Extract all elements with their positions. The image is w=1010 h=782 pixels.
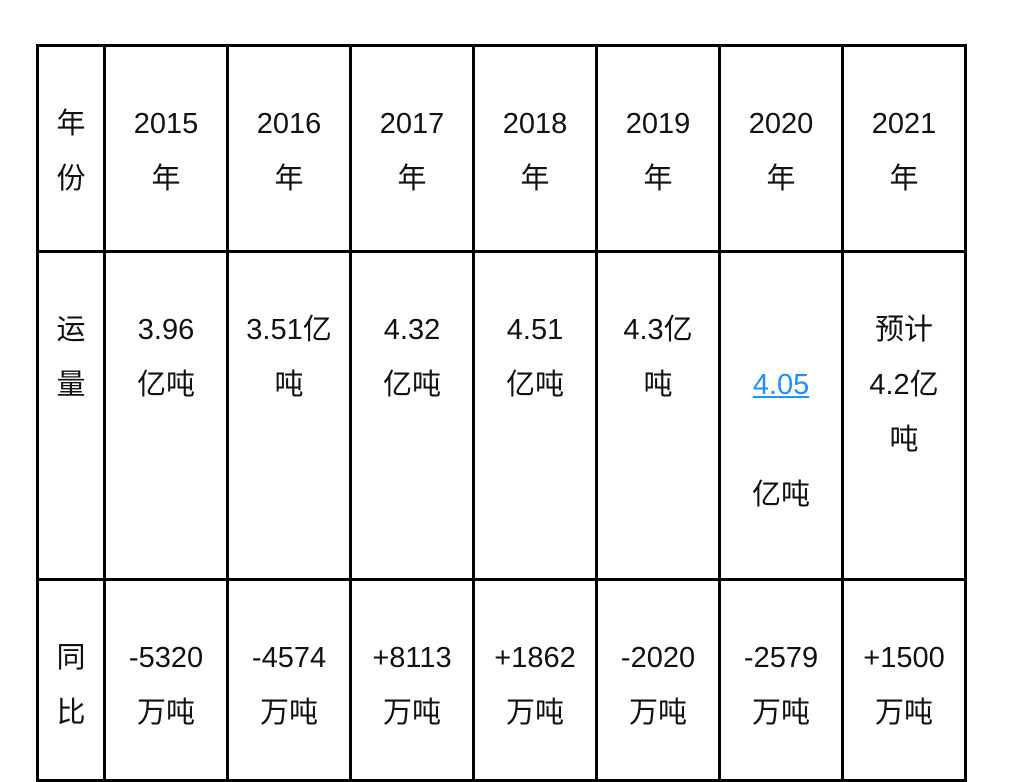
freight-table-container: 年 份 2015 年 2016 年 2017 年 2018 年 2019 年 2… bbox=[36, 44, 967, 782]
freight-volume-table: 年 份 2015 年 2016 年 2017 年 2018 年 2019 年 2… bbox=[36, 44, 967, 782]
cell-volume-2017: 4.32 亿吨 bbox=[349, 250, 475, 581]
cell-yoy-2021: +1500 万吨 bbox=[841, 578, 967, 782]
cell-yoy-2017: +8113 万吨 bbox=[349, 578, 475, 782]
volume-2020-link[interactable]: 4.05 bbox=[752, 369, 810, 401]
cell-volume-2020: 4.05 亿吨 bbox=[718, 250, 844, 581]
cell-yoy-2020: -2579 万吨 bbox=[718, 578, 844, 782]
cell-volume-2015: 3.96 亿吨 bbox=[103, 250, 229, 581]
cell-year-2015: 2015 年 bbox=[103, 44, 229, 253]
cell-yoy-2016: -4574 万吨 bbox=[226, 578, 352, 782]
cell-year-2018: 2018 年 bbox=[472, 44, 598, 253]
row-header-volume: 运 量 bbox=[36, 250, 106, 581]
cell-year-2021: 2021 年 bbox=[841, 44, 967, 253]
cell-volume-2019: 4.3亿 吨 bbox=[595, 250, 721, 581]
cell-yoy-2018: +1862 万吨 bbox=[472, 578, 598, 782]
cell-volume-2021: 预计 4.2亿 吨 bbox=[841, 250, 967, 581]
cell-year-2016: 2016 年 bbox=[226, 44, 352, 253]
row-header-year: 年 份 bbox=[36, 44, 106, 253]
cell-yoy-2015: -5320 万吨 bbox=[103, 578, 229, 782]
cell-year-2017: 2017 年 bbox=[349, 44, 475, 253]
volume-2020-unit: 亿吨 bbox=[751, 479, 810, 511]
cell-volume-2018: 4.51 亿吨 bbox=[472, 250, 598, 581]
table-row-yoy: 同 比 -5320 万吨 -4574 万吨 +8113 万吨 +1862 万吨 … bbox=[36, 578, 967, 782]
cell-yoy-2019: -2020 万吨 bbox=[595, 578, 721, 782]
table-row-volume: 运 量 3.96 亿吨 3.51亿 吨 4.32 亿吨 4.51 亿吨 4.3亿… bbox=[36, 250, 967, 581]
cell-year-2020: 2020 年 bbox=[718, 44, 844, 253]
cell-volume-2016: 3.51亿 吨 bbox=[226, 250, 352, 581]
cell-year-2019: 2019 年 bbox=[595, 44, 721, 253]
row-header-yoy: 同 比 bbox=[36, 578, 106, 782]
table-row-year: 年 份 2015 年 2016 年 2017 年 2018 年 2019 年 2… bbox=[36, 44, 967, 253]
